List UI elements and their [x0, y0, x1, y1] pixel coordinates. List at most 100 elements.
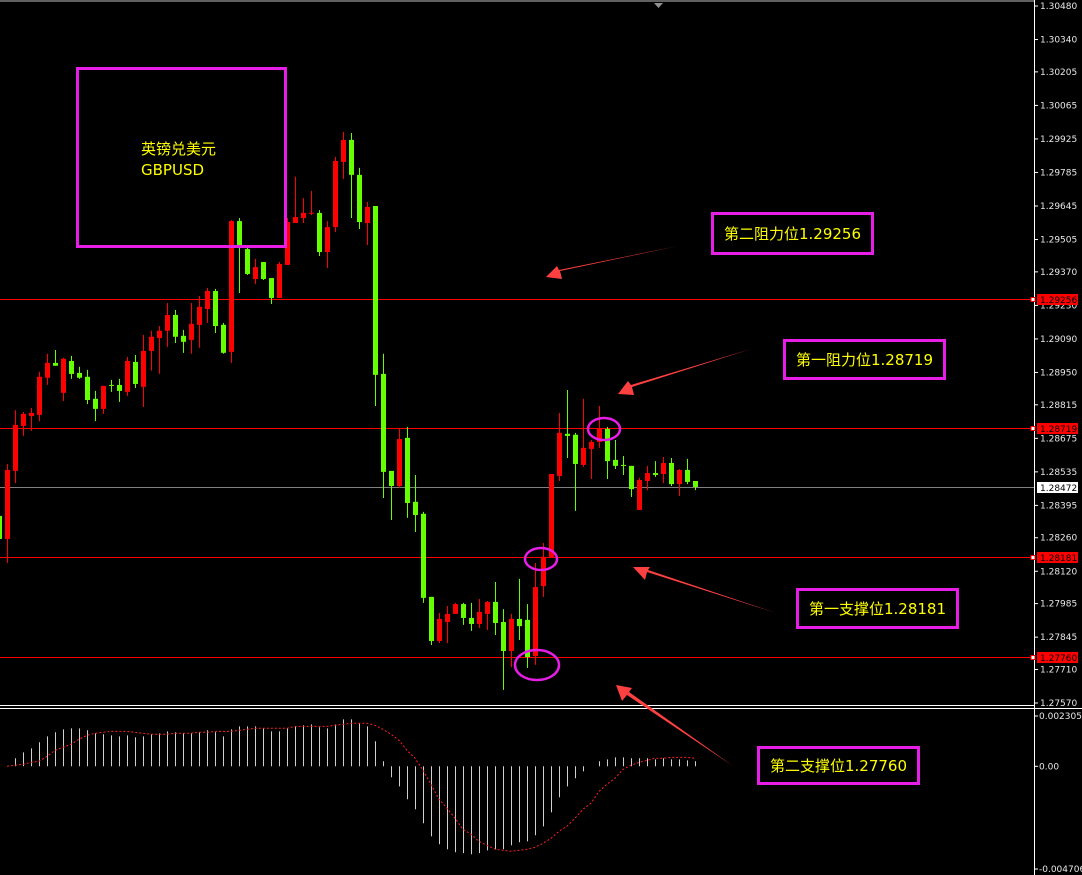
price-tag-label: 1.29256 — [1040, 296, 1077, 306]
candle-up — [189, 303, 194, 354]
candle-body — [685, 469, 690, 482]
symbol-label-box: 英镑兑美元 GBPUSD — [76, 67, 287, 248]
price-tick-label: 1.29505 — [1040, 236, 1077, 246]
candle-up — [37, 371, 42, 422]
symbol-name-cn: 英镑兑美元 — [141, 140, 217, 158]
candle-body — [525, 619, 530, 658]
candle-down — [237, 217, 242, 293]
candle-body — [21, 413, 26, 426]
candle-body — [229, 221, 234, 352]
candle-up — [61, 357, 66, 401]
candle-up — [333, 156, 338, 233]
candle-body — [13, 424, 18, 471]
price-tag — [1037, 552, 1078, 563]
candle-up — [453, 602, 458, 614]
candle-body — [421, 513, 426, 598]
candle-down — [469, 602, 474, 631]
arrow-r1 — [618, 349, 751, 395]
annotation-support-2-text: 第二支撑位1.27760 — [769, 757, 908, 775]
candle-body — [237, 221, 242, 246]
level-marker — [1030, 426, 1036, 431]
candle-up — [437, 612, 442, 644]
price-tick-label: 1.29645 — [1040, 202, 1077, 212]
candle-up — [677, 468, 682, 497]
candle-up — [637, 477, 642, 510]
candle-body — [285, 222, 290, 265]
candle-down — [53, 349, 58, 366]
candle-body — [309, 212, 314, 214]
annotation-arrows — [546, 246, 776, 766]
candle-body — [509, 618, 514, 652]
candle-up — [101, 385, 106, 414]
candle-down — [613, 440, 618, 469]
candle-body — [597, 428, 602, 442]
candle-body — [45, 362, 50, 378]
candle-body — [541, 556, 546, 587]
price-tick-label: 1.29370 — [1040, 268, 1077, 278]
annotation-resistance-1-text: 第一阻力位1.28719 — [795, 351, 934, 369]
candle-down — [685, 458, 690, 485]
chart-shift-marker-icon[interactable] — [654, 3, 663, 8]
candle-body — [173, 314, 178, 337]
candle-up — [485, 600, 490, 630]
price-tick-label: 1.28815 — [1040, 401, 1077, 411]
candle-down — [269, 278, 274, 304]
candle-down — [405, 426, 410, 518]
candle-body — [133, 361, 138, 384]
macd-tick-label: -0.004706 — [1039, 865, 1082, 875]
candle-down — [573, 432, 578, 511]
arrow-s1 — [633, 567, 776, 613]
macd-axis: 0.002305 0.00 -0.004706 — [1034, 712, 1082, 875]
candle-up — [5, 463, 10, 563]
annotation-resistance-2-text: 第二阻力位1.29256 — [723, 225, 862, 243]
price-tag — [1037, 423, 1078, 434]
candles — [0, 131, 698, 690]
candle-down — [261, 262, 266, 281]
candle-up — [309, 190, 314, 216]
candle-body — [461, 604, 466, 618]
level-marker — [1030, 297, 1036, 302]
candle-up — [45, 353, 50, 385]
candle-body — [205, 291, 210, 309]
candle-up — [509, 613, 514, 668]
candle-body — [669, 463, 674, 485]
price-tick-label: 1.29785 — [1040, 168, 1077, 178]
candle-body — [317, 212, 322, 252]
macd-tick-label: 0.002305 — [1039, 712, 1082, 722]
candle-up — [341, 131, 346, 179]
level-marker — [1030, 555, 1036, 560]
candle-up — [141, 334, 146, 407]
candle-body — [341, 139, 346, 162]
candle-body — [517, 618, 522, 627]
candle-down — [133, 354, 138, 389]
candle-body — [429, 596, 434, 641]
candle-body — [77, 372, 82, 378]
candle-down — [117, 378, 122, 402]
candle-body — [405, 437, 410, 504]
candle-up — [581, 398, 586, 467]
candle-down — [429, 596, 434, 646]
price-tag — [1037, 482, 1078, 493]
candle-up — [205, 287, 210, 323]
candle-down — [381, 353, 386, 498]
candle-body — [221, 324, 226, 353]
candle-down — [693, 480, 698, 491]
annotation-resistance-1: 第一阻力位1.28719 — [783, 339, 946, 380]
candle-body — [157, 330, 162, 338]
candle-up — [645, 465, 650, 491]
candle-body — [213, 291, 218, 326]
candle-body — [469, 617, 474, 624]
candle-up — [589, 440, 594, 480]
candle-up — [29, 407, 34, 431]
candle-body — [117, 384, 122, 391]
candle-up — [533, 562, 538, 665]
macd-tick-label: 0.00 — [1039, 762, 1059, 772]
level-tags: 1.29256 1.28719 1.28472 1.28181 1.27760 — [1030, 294, 1078, 664]
candle-body — [245, 249, 250, 275]
candle-body — [693, 480, 698, 487]
candle-up — [285, 217, 290, 265]
macd-histogram — [15, 719, 696, 855]
candle-body — [373, 205, 378, 375]
candle-up — [165, 303, 170, 347]
